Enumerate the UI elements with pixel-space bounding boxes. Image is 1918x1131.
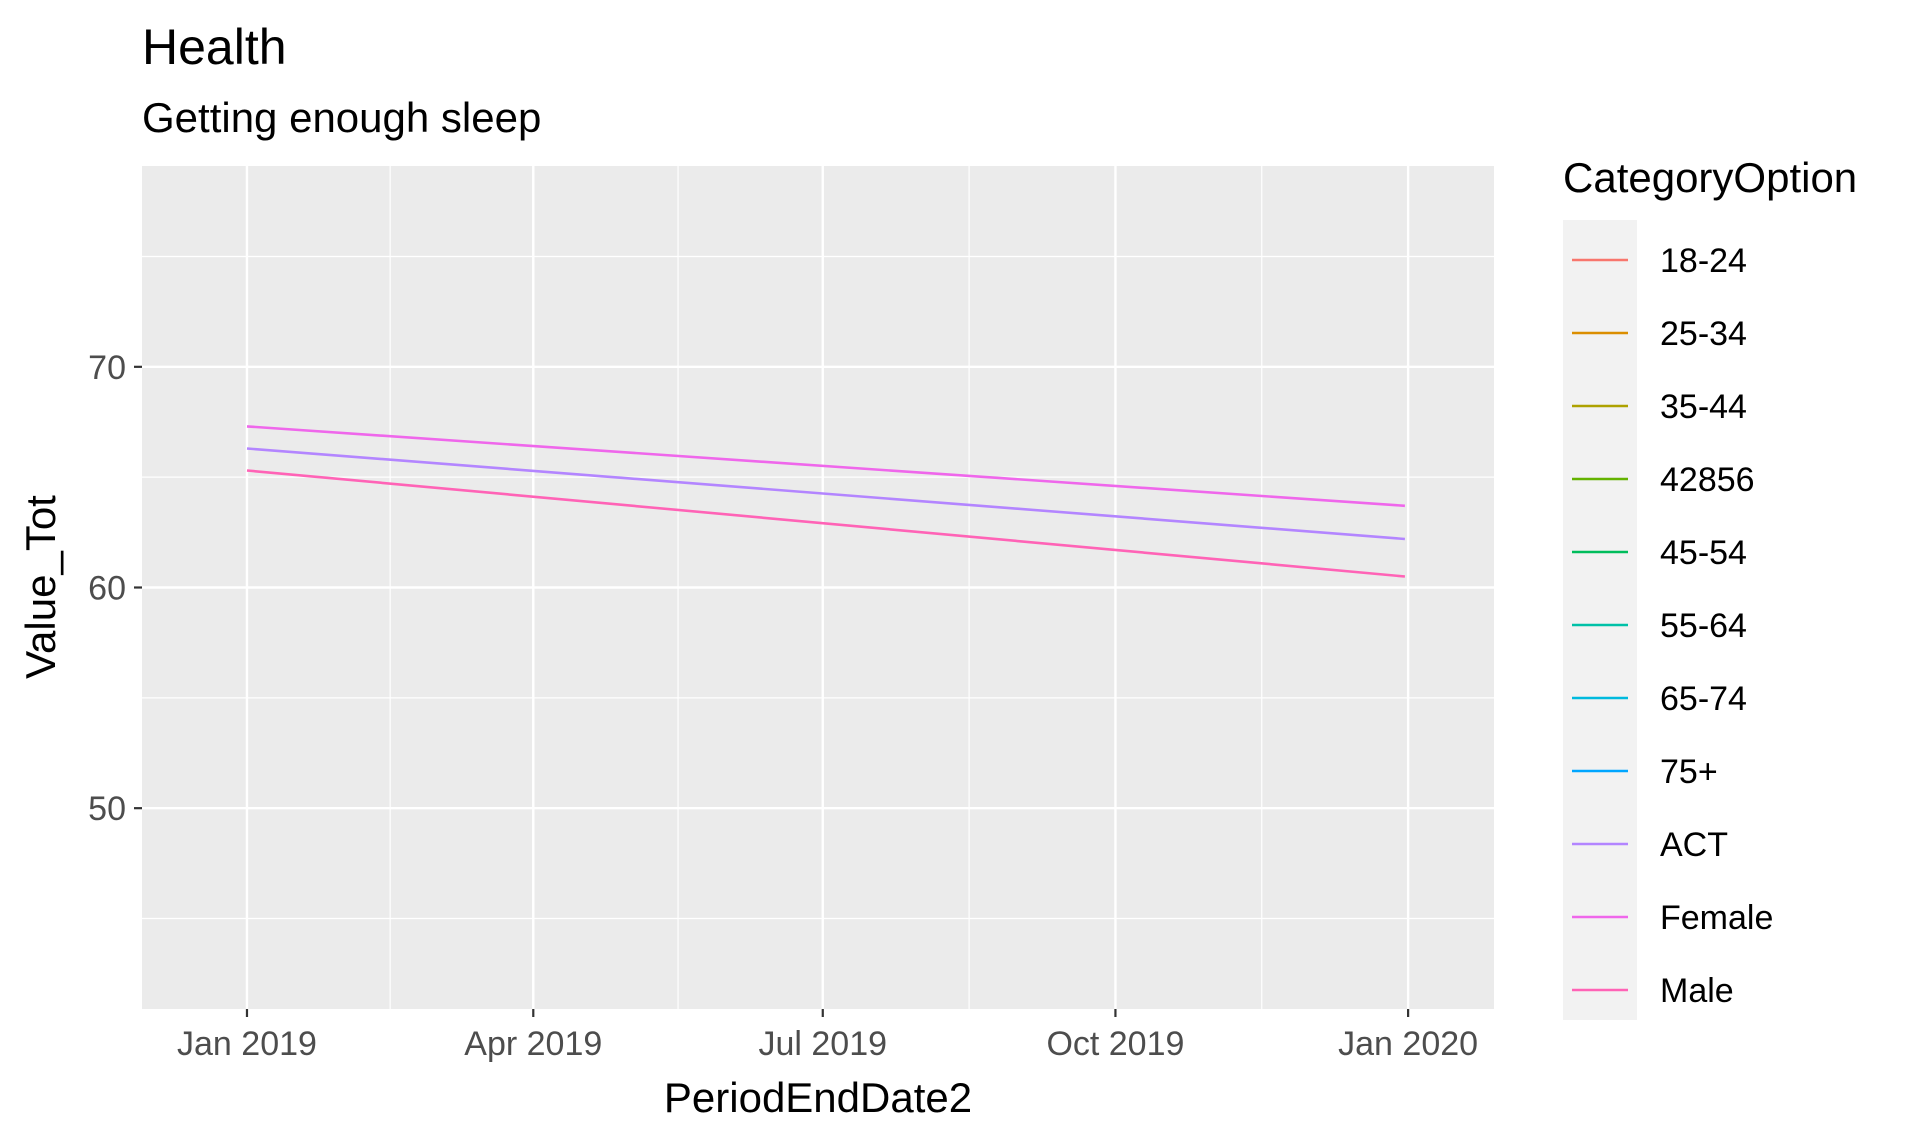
chart-subtitle: Getting enough sleep xyxy=(142,94,541,141)
legend-label: 65-74 xyxy=(1660,680,1747,718)
legend-label: Male xyxy=(1660,972,1734,1010)
legend-label: ACT xyxy=(1660,826,1728,864)
x-tick-label: Jan 2019 xyxy=(177,1025,317,1063)
legend-label: 25-34 xyxy=(1660,315,1747,353)
y-axis-title: Value_Tot xyxy=(17,495,64,679)
x-axis-title: PeriodEndDate2 xyxy=(664,1074,972,1121)
y-tick-label: 60 xyxy=(88,570,126,608)
legend-label: 75+ xyxy=(1660,753,1718,791)
legend-items: 18-24 25-34 35-44 42856 45-54 55-64 65-74 75+ AC… xyxy=(1572,242,1773,1010)
series-line-female xyxy=(246,425,1405,508)
legend-title: CategoryOption xyxy=(1563,154,1857,201)
y-tick-label: 50 xyxy=(88,790,126,828)
x-tick-labels: Jan 2019 Apr 2019 Jul 2019 Oct 2019 Jan 2020 xyxy=(177,1025,1478,1063)
x-tick-label: Oct 2019 xyxy=(1046,1025,1184,1063)
legend-label: 18-24 xyxy=(1660,242,1747,280)
legend: CategoryOption 18-24 25-34 35-44 42856 45-54… xyxy=(1563,154,1857,1020)
legend-label: 35-44 xyxy=(1660,388,1747,426)
legend-label: 45-54 xyxy=(1660,534,1747,572)
legend-label: Female xyxy=(1660,899,1773,937)
legend-key-background xyxy=(1563,220,1637,1020)
y-tick-labels: 50 60 70 xyxy=(88,349,126,828)
y-tick-label: 70 xyxy=(88,349,126,387)
legend-label: 55-64 xyxy=(1660,607,1747,645)
x-tick-label: Jul 2019 xyxy=(758,1025,887,1063)
series-lines xyxy=(246,425,1406,578)
x-tick-label: Apr 2019 xyxy=(464,1025,602,1063)
major-gridlines xyxy=(142,166,1494,1009)
series-line-act xyxy=(246,447,1406,541)
x-tick-label: Jan 2020 xyxy=(1338,1025,1478,1063)
axis-ticks xyxy=(134,365,1410,1017)
series-line-male xyxy=(246,469,1406,578)
chart-title: Health xyxy=(142,19,287,75)
legend-label: 42856 xyxy=(1660,461,1755,499)
